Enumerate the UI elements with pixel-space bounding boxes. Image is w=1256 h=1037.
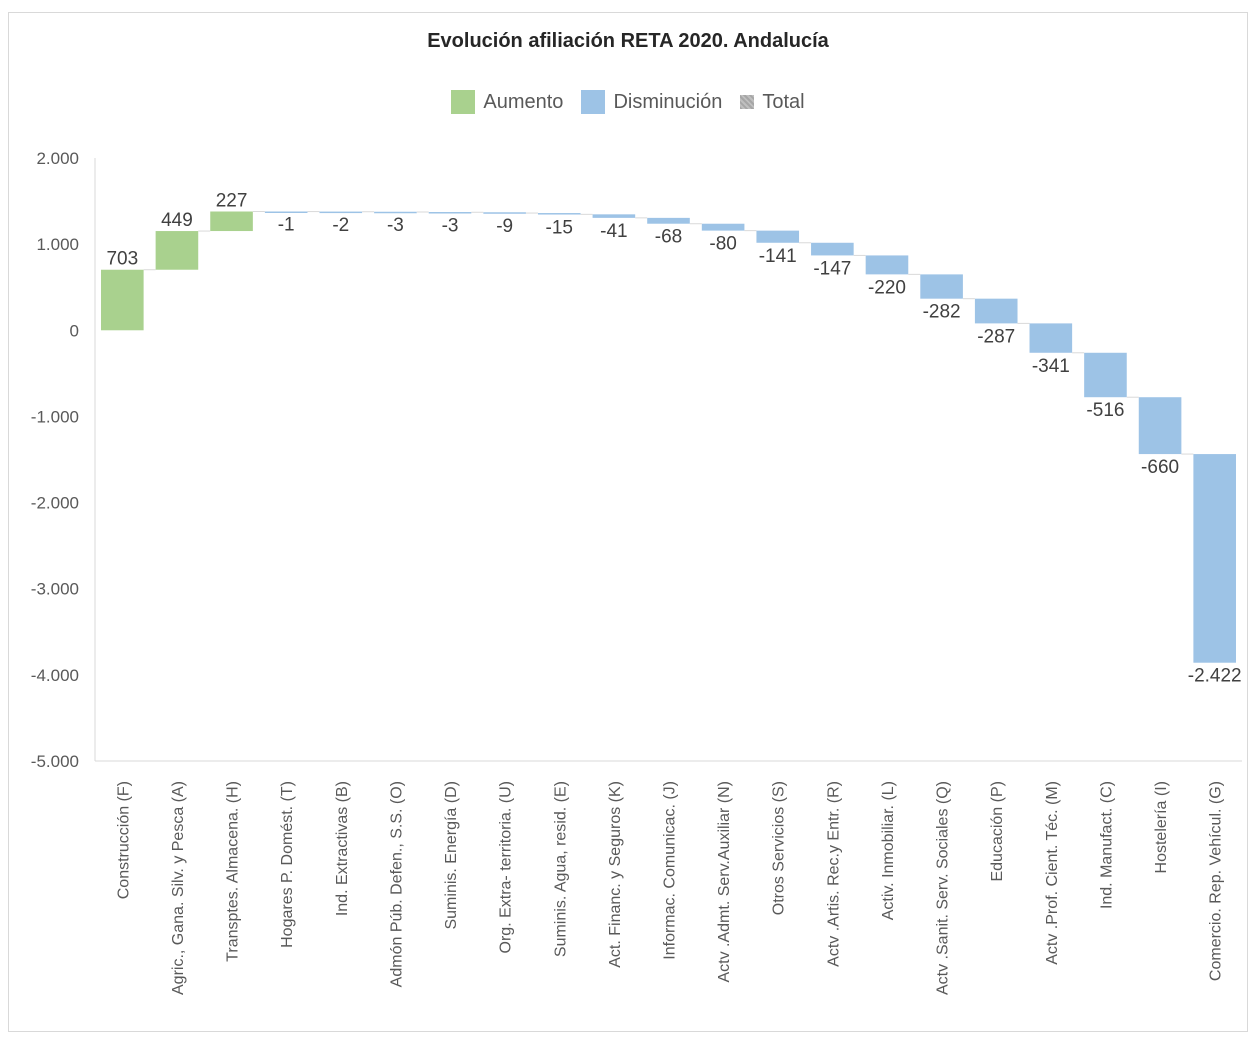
x-tick-label: Otros Servicios (S) bbox=[771, 781, 788, 915]
chart-title: Evolución afiliación RETA 2020. Andalucí… bbox=[427, 30, 829, 52]
x-tick-label: Comercio. Rep. Vehícul. (G) bbox=[1208, 781, 1225, 981]
data-label: -41 bbox=[600, 221, 627, 242]
waterfall-bar bbox=[155, 231, 199, 270]
chart-frame bbox=[8, 12, 1248, 1032]
x-tick-label: Admón Púb. Defen., S.S. (O) bbox=[388, 781, 405, 987]
data-label: -516 bbox=[1086, 400, 1124, 421]
waterfall-bar bbox=[974, 298, 1018, 324]
data-label: 449 bbox=[161, 210, 193, 231]
data-label: -2.422 bbox=[1188, 666, 1242, 687]
legend-item-total: Total bbox=[740, 90, 805, 114]
waterfall-bar bbox=[537, 213, 581, 215]
data-label: -220 bbox=[868, 277, 906, 298]
waterfall-bar bbox=[811, 242, 854, 256]
waterfall-bar bbox=[1138, 397, 1182, 455]
data-label: -1 bbox=[278, 215, 295, 236]
x-tick-label: Agric., Gana. Silv. y Pesca (A) bbox=[170, 781, 187, 995]
legend-item-decrease: Disminución bbox=[581, 90, 722, 114]
legend-swatch-total bbox=[740, 95, 755, 109]
data-label: -147 bbox=[813, 258, 851, 279]
x-tick-label: Transptes. Almacena. (H) bbox=[225, 781, 242, 962]
data-label: -287 bbox=[977, 326, 1015, 347]
data-label: -3 bbox=[442, 215, 459, 236]
x-tick-label: Actv .Sanit. Serv. Sociales (Q) bbox=[935, 781, 952, 995]
waterfall-bar bbox=[701, 223, 745, 231]
y-tick-label: -5.000 bbox=[31, 752, 79, 771]
data-label: -282 bbox=[923, 302, 961, 323]
legend-label-total: Total bbox=[762, 90, 805, 113]
data-label: -2 bbox=[332, 215, 349, 236]
x-tick-label: Ind. Manufact. (C) bbox=[1098, 781, 1115, 909]
y-tick-label: 0 bbox=[70, 321, 79, 340]
x-tick-label: Educación (P) bbox=[989, 781, 1006, 882]
waterfall-bar bbox=[756, 230, 800, 243]
waterfall-bar bbox=[264, 211, 308, 213]
data-label: 703 bbox=[106, 249, 138, 270]
data-label: -80 bbox=[709, 234, 736, 255]
y-tick-label: 2.000 bbox=[36, 149, 79, 168]
legend: Aumento Disminución Total bbox=[0, 89, 1256, 115]
y-tick-label: -1.000 bbox=[31, 407, 79, 426]
y-tick-label: -4.000 bbox=[31, 666, 79, 685]
waterfall-bar bbox=[592, 214, 636, 218]
legend-swatch-increase bbox=[451, 90, 476, 114]
waterfall-bar bbox=[1029, 323, 1073, 353]
x-tick-label: Hostelería (I) bbox=[1153, 781, 1170, 873]
data-label: -341 bbox=[1032, 356, 1070, 377]
waterfall-bar bbox=[319, 211, 363, 214]
waterfall-bar bbox=[101, 269, 144, 331]
waterfall-bar bbox=[920, 274, 963, 299]
y-tick-label: 1.000 bbox=[36, 235, 79, 254]
x-tick-label: Activ. Inmobiliar. (L) bbox=[880, 781, 897, 920]
x-tick-label: Actv .Artis. Rec.y Entr. (R) bbox=[825, 781, 842, 967]
x-tick-label: Suminis. Energía (D) bbox=[443, 781, 460, 930]
y-tick-label: -2.000 bbox=[31, 494, 79, 513]
data-label: -68 bbox=[655, 227, 682, 248]
x-tick-label: Informac. Comunicac. (J) bbox=[662, 781, 679, 960]
waterfall-bar bbox=[428, 212, 472, 214]
waterfall-bar bbox=[483, 212, 526, 214]
data-label: -9 bbox=[496, 216, 513, 237]
waterfall-bar bbox=[1084, 352, 1127, 398]
data-label: -15 bbox=[546, 217, 573, 238]
legend-swatch-decrease bbox=[581, 90, 606, 114]
waterfall-bar bbox=[1193, 454, 1236, 663]
data-label: -141 bbox=[759, 246, 797, 267]
x-tick-label: Suminis. Agua, resid. (E) bbox=[552, 781, 569, 957]
waterfall-bar bbox=[374, 211, 417, 214]
x-tick-label: Actv .Prof. Cient. Téc. (M) bbox=[1044, 781, 1061, 965]
legend-label-increase: Aumento bbox=[483, 90, 564, 113]
data-label: -3 bbox=[387, 215, 404, 236]
waterfall-bar bbox=[865, 255, 909, 275]
y-tick-label: -3.000 bbox=[31, 580, 79, 599]
x-tick-label: Construcción (F) bbox=[115, 781, 132, 899]
x-tick-label: Act. Financ. y Seguros (K) bbox=[607, 781, 624, 968]
waterfall-bar bbox=[210, 211, 253, 232]
x-tick-label: Org. Extra- territoria. (U) bbox=[498, 781, 515, 953]
data-label: -660 bbox=[1141, 457, 1179, 478]
x-tick-label: Hogares P. Domést. (T) bbox=[279, 781, 296, 948]
data-label: 227 bbox=[216, 190, 248, 211]
legend-item-increase: Aumento bbox=[451, 90, 563, 114]
waterfall-bar bbox=[647, 217, 690, 224]
legend-label-decrease: Disminución bbox=[613, 90, 723, 113]
x-tick-label: Ind. Extractivas (B) bbox=[334, 781, 351, 916]
x-tick-label: Actv .Admt. Serv.Auxiliar (N) bbox=[716, 781, 733, 983]
